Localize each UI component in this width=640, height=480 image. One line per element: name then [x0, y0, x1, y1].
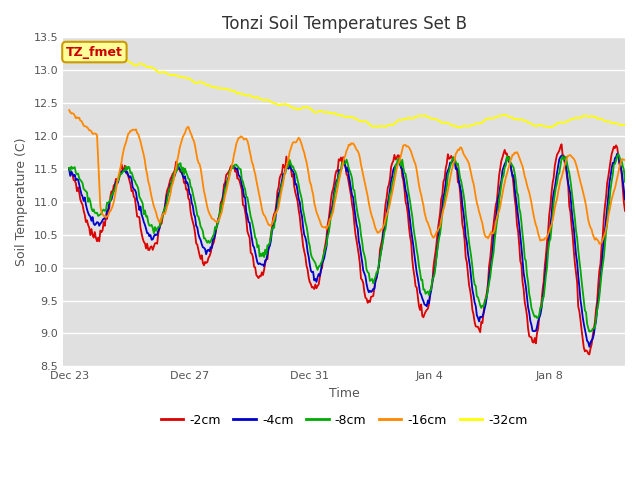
-16cm [396, 156, 404, 162]
-2cm [65, 165, 73, 171]
-32cm [367, 122, 375, 128]
-4cm [613, 151, 621, 156]
-2cm [521, 300, 529, 305]
Title: Tonzi Soil Temperatures Set B: Tonzi Soil Temperatures Set B [221, 15, 467, 33]
-4cm [586, 344, 593, 349]
-8cm [330, 204, 337, 210]
Line: -4cm: -4cm [69, 154, 625, 347]
-8cm [333, 181, 340, 187]
Y-axis label: Soil Temperature (C): Soil Temperature (C) [15, 138, 28, 266]
Text: TZ_fmet: TZ_fmet [66, 46, 123, 59]
-16cm [609, 192, 616, 198]
-2cm [366, 299, 374, 305]
-32cm [610, 120, 618, 126]
-16cm [596, 241, 604, 247]
Line: -16cm: -16cm [69, 110, 625, 244]
-8cm [366, 278, 374, 284]
-2cm [610, 144, 618, 150]
-4cm [65, 167, 73, 172]
Legend: -2cm, -4cm, -8cm, -16cm, -32cm: -2cm, -4cm, -8cm, -16cm, -32cm [156, 409, 532, 432]
-32cm [523, 119, 531, 125]
-8cm [614, 151, 622, 157]
-32cm [330, 110, 338, 116]
-16cm [65, 108, 73, 113]
-4cm [366, 288, 374, 294]
-8cm [621, 179, 629, 185]
-4cm [333, 178, 340, 183]
Line: -32cm: -32cm [69, 50, 625, 127]
-32cm [71, 47, 79, 53]
-8cm [609, 172, 616, 178]
-8cm [65, 165, 73, 171]
-2cm [557, 142, 565, 147]
-32cm [65, 48, 73, 53]
-2cm [396, 161, 404, 167]
-4cm [621, 197, 629, 203]
-4cm [609, 160, 616, 166]
-2cm [333, 168, 340, 173]
Line: -8cm: -8cm [69, 154, 625, 332]
X-axis label: Time: Time [329, 387, 360, 400]
-16cm [366, 205, 374, 211]
-8cm [396, 160, 404, 166]
-2cm [330, 186, 337, 192]
-2cm [621, 208, 629, 214]
-16cm [330, 208, 337, 214]
-4cm [396, 161, 404, 167]
-16cm [333, 191, 340, 197]
-32cm [334, 112, 342, 118]
-2cm [586, 351, 593, 357]
-32cm [397, 117, 405, 123]
-4cm [330, 198, 337, 204]
-4cm [521, 276, 529, 282]
-8cm [586, 329, 593, 335]
-32cm [621, 122, 629, 128]
-16cm [621, 157, 629, 163]
Line: -2cm: -2cm [69, 144, 625, 354]
-8cm [521, 256, 529, 262]
-16cm [521, 174, 529, 180]
-32cm [454, 124, 461, 130]
